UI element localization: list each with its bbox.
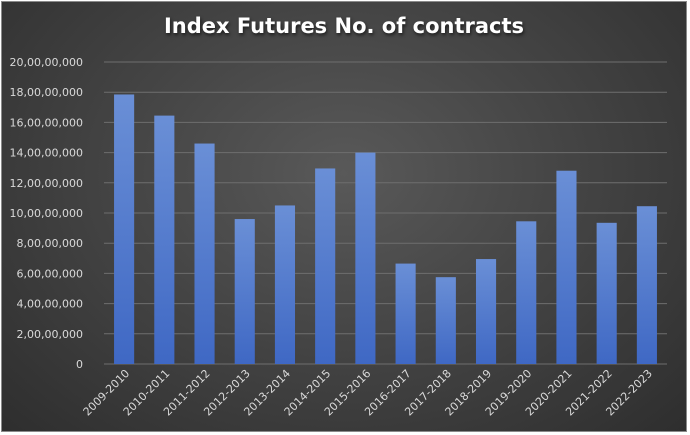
y-tick-label: 10,00,00,000: [10, 207, 83, 220]
y-tick-label: 16,00,00,000: [10, 116, 83, 129]
bar-2016-2017: [395, 263, 416, 364]
y-tick-label: 18,00,00,000: [10, 86, 83, 99]
bar-2019-2020: [516, 221, 537, 364]
bar-2012-2013: [234, 219, 255, 364]
bar-2014-2015: [315, 168, 336, 364]
bar-2020-2021: [556, 170, 577, 364]
bar-2011-2012: [194, 143, 215, 364]
bar-2009-2010: [114, 94, 135, 364]
bar-2017-2018: [435, 277, 456, 364]
bar-2021-2022: [596, 222, 617, 364]
y-tick-label: 6,00,00,000: [17, 267, 83, 280]
bar-2013-2014: [274, 205, 296, 364]
y-tick-label: 8,00,00,000: [17, 237, 83, 250]
chart-title: Index Futures No. of contracts: [163, 14, 525, 38]
bar-2015-2016: [355, 152, 376, 364]
y-tick-label: 20,00,00,000: [10, 56, 83, 69]
bar-2010-2011: [154, 115, 175, 364]
y-tick-label: 14,00,00,000: [10, 147, 83, 160]
y-tick-label: 2,00,00,000: [17, 328, 83, 341]
bar-2022-2023: [636, 206, 657, 364]
y-tick-label: 0: [76, 358, 83, 371]
bar-2018-2019: [475, 259, 497, 364]
y-tick-label: 12,00,00,000: [10, 177, 83, 190]
y-tick-label: 4,00,00,000: [17, 298, 83, 311]
